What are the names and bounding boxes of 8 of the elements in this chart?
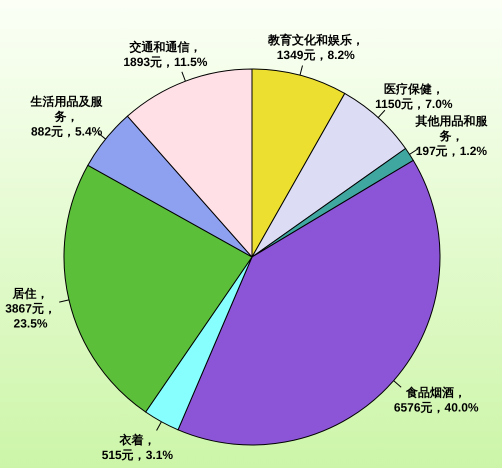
slice-label: 居住，3867元，23.5% [5, 286, 56, 331]
slice-label: 医疗保健，1150元，7.0% [375, 82, 453, 112]
slice-label: 交通和通信，1893元，11.5% [123, 40, 208, 70]
slice-label: 生活用品及服务，882元，5.4% [30, 94, 104, 139]
slice-label: 教育文化和娱乐，1349元，8.2% [266, 33, 364, 62]
slice-label: 衣着，515元，3.1% [102, 433, 174, 462]
slice-label: 其他用品和服务，197元，1.2% [414, 114, 488, 158]
slice-label: 食品烟酒，6576元，40.0% [394, 386, 479, 415]
